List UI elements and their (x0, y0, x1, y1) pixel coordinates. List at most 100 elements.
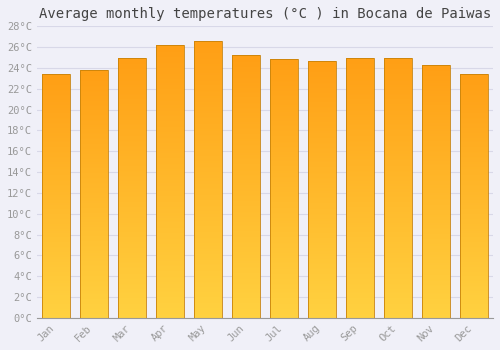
Bar (194, 199, 222, 200)
Bar (118, 266, 146, 267)
Bar (384, 290, 411, 292)
Bar (232, 281, 260, 282)
Bar (270, 136, 297, 138)
Bar (422, 303, 450, 304)
Bar (460, 298, 487, 300)
Bar (194, 285, 222, 286)
Bar (422, 94, 450, 95)
Bar (156, 123, 184, 124)
Bar (80, 93, 108, 95)
Bar (118, 245, 146, 246)
Bar (156, 262, 184, 263)
Bar (270, 139, 297, 140)
Bar (460, 106, 487, 107)
Bar (308, 72, 336, 74)
Bar (118, 86, 146, 88)
Bar (460, 263, 487, 264)
Bar (308, 102, 336, 103)
Bar (270, 112, 297, 113)
Bar (308, 116, 336, 117)
Bar (118, 57, 146, 59)
Bar (384, 270, 411, 271)
Bar (232, 105, 260, 107)
Bar (156, 53, 184, 55)
Bar (270, 61, 297, 62)
Bar (194, 53, 222, 55)
Bar (42, 298, 70, 300)
Bar (232, 67, 260, 69)
Bar (194, 135, 222, 136)
Bar (346, 207, 374, 209)
Bar (308, 173, 336, 174)
Bar (118, 119, 146, 120)
Bar (194, 278, 222, 279)
Bar (346, 236, 374, 237)
Bar (118, 316, 146, 318)
Bar (80, 84, 108, 85)
Bar (156, 243, 184, 244)
Bar (308, 241, 336, 242)
Bar (308, 236, 336, 237)
Bar (80, 153, 108, 154)
Bar (270, 103, 297, 104)
Bar (80, 210, 108, 211)
Bar (308, 140, 336, 142)
Bar (118, 64, 146, 65)
Bar (194, 106, 222, 107)
Bar (232, 277, 260, 279)
Bar (346, 298, 374, 300)
Bar (232, 84, 260, 86)
Bar (422, 99, 450, 100)
Bar (156, 145, 184, 146)
Bar (270, 305, 297, 306)
Bar (42, 112, 70, 113)
Bar (232, 297, 260, 298)
Bar (422, 100, 450, 102)
Bar (270, 89, 297, 90)
Bar (156, 303, 184, 304)
Bar (156, 240, 184, 241)
Bar (118, 265, 146, 266)
Bar (156, 78, 184, 79)
Bar (80, 187, 108, 188)
Bar (460, 78, 487, 79)
Bar (80, 91, 108, 92)
Bar (384, 181, 411, 182)
Bar (270, 273, 297, 274)
Bar (270, 194, 297, 195)
Bar (156, 83, 184, 85)
Bar (384, 73, 411, 75)
Bar (460, 124, 487, 125)
Bar (346, 223, 374, 224)
Bar (308, 312, 336, 313)
Bar (422, 123, 450, 124)
Bar (42, 179, 70, 180)
Bar (118, 69, 146, 71)
Bar (232, 310, 260, 311)
Bar (346, 278, 374, 279)
Bar (346, 303, 374, 305)
Bar (194, 173, 222, 174)
Bar (460, 128, 487, 129)
Bar (156, 97, 184, 98)
Bar (42, 163, 70, 164)
Bar (80, 184, 108, 185)
Bar (460, 166, 487, 167)
Bar (232, 76, 260, 78)
Bar (118, 259, 146, 261)
Bar (270, 117, 297, 118)
Bar (80, 292, 108, 293)
Bar (42, 278, 70, 279)
Bar (308, 274, 336, 275)
Bar (384, 207, 411, 209)
Bar (232, 305, 260, 306)
Bar (422, 294, 450, 295)
Bar (80, 315, 108, 317)
Bar (118, 172, 146, 173)
Bar (308, 133, 336, 134)
Bar (42, 252, 70, 253)
Bar (460, 152, 487, 153)
Bar (118, 102, 146, 103)
Bar (80, 96, 108, 97)
Bar (422, 155, 450, 156)
